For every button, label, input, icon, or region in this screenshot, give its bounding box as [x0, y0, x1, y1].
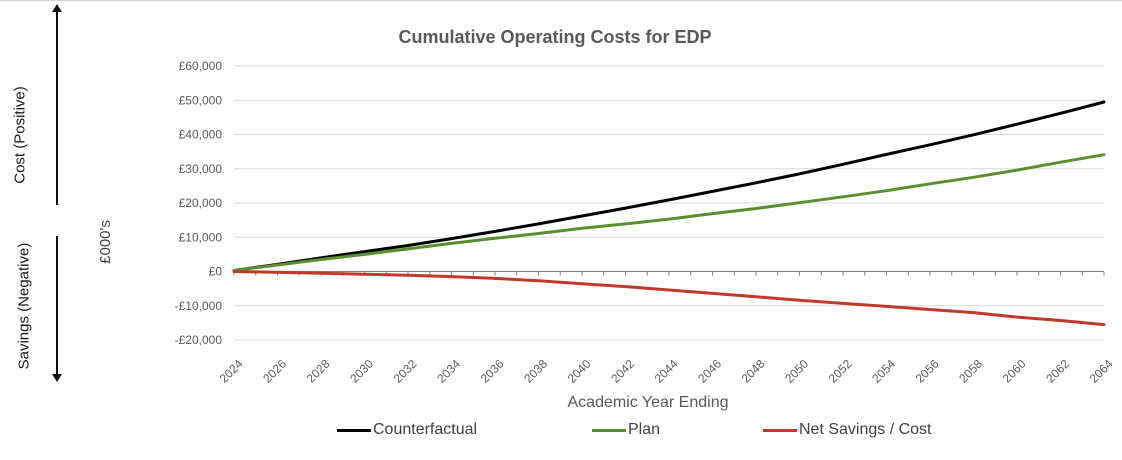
x-tick-label: 2026	[260, 357, 289, 386]
cost-positive-label: Cost (Positive)	[11, 86, 29, 184]
x-tick-label: 2048	[739, 357, 768, 386]
series-line-counterfactual	[232, 100, 1106, 272]
y-tick-label: £0	[209, 265, 223, 279]
x-tick-label: 2054	[869, 357, 898, 386]
legend-label-net-savings: Net Savings / Cost	[799, 421, 932, 438]
y-tick-label: £40,000	[179, 128, 223, 142]
x-tick-label: 2058	[956, 357, 985, 386]
legend-swatch-plan	[592, 428, 626, 432]
top-border-rule	[0, 0, 1122, 1]
x-tick-label: 2046	[695, 357, 724, 386]
x-tick-label: 2050	[782, 357, 811, 386]
legend-label-plan: Plan	[628, 421, 661, 438]
x-axis-label: Academic Year Ending	[568, 394, 729, 411]
x-tick-label: 2064	[1087, 357, 1116, 386]
legend-counterfactual: Counterfactual	[337, 419, 477, 441]
y-tick-label: £50,000	[179, 93, 223, 107]
x-tick-label: 2034	[434, 357, 463, 386]
y-tick-label: -£10,000	[175, 299, 223, 313]
legend-net-savings: Net Savings / Cost	[763, 419, 932, 441]
x-tick-label: 2030	[347, 357, 376, 386]
x-tick-label: 2062	[1043, 357, 1072, 386]
x-tick-label: 2052	[826, 357, 855, 386]
legend-swatch-counterfactual	[337, 428, 371, 432]
chart-title: Cumulative Operating Costs for EDP	[398, 27, 711, 47]
legend-label-counterfactual: Counterfactual	[373, 421, 478, 438]
legend-swatch-net-savings	[763, 428, 797, 432]
savings-negative-label: Savings (Negative)	[15, 242, 33, 370]
x-tick-label: 2036	[478, 357, 507, 386]
series-line-net-savings-cost	[232, 270, 1106, 327]
x-tick-label: 2044	[652, 357, 681, 386]
series-line-plan	[232, 153, 1106, 272]
x-tick-label: 2024	[217, 357, 246, 386]
x-tick-label: 2060	[1000, 357, 1029, 386]
x-tick-label: 2040	[565, 357, 594, 386]
x-tick-label: 2032	[391, 357, 420, 386]
y-axis-label: £000's	[97, 220, 114, 264]
y-tick-label: £60,000	[179, 59, 223, 73]
x-tick-label: 2038	[521, 357, 550, 386]
x-tick-label: 2042	[608, 357, 637, 386]
legend-plan: Plan	[592, 419, 660, 441]
y-tick-label: £20,000	[179, 196, 223, 210]
y-tick-label: -£20,000	[175, 333, 223, 347]
x-tick-label: 2028	[304, 357, 333, 386]
y-tick-label: £10,000	[179, 230, 223, 244]
x-tick-label: 2056	[913, 357, 942, 386]
y-tick-label: £30,000	[179, 162, 223, 176]
